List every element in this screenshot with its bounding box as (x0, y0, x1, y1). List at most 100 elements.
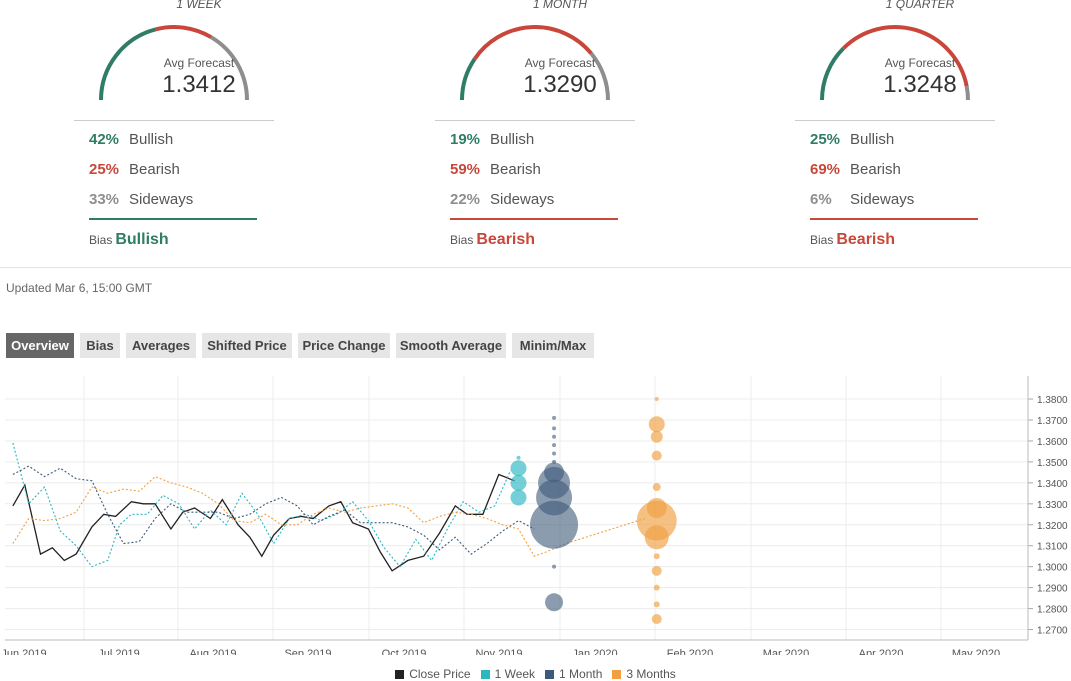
stat-label: Sideways (850, 191, 915, 208)
gauge-sideways-arc (964, 85, 971, 101)
y-tick-label: 1.3300 (1037, 500, 1068, 511)
forecast-bubble-quarter (644, 525, 669, 550)
avg-forecast-value: 1.3290 (523, 71, 597, 98)
card-divider (74, 120, 274, 121)
sentiment-gauge (99, 25, 249, 101)
bullish-row: 19% Bullish (450, 131, 534, 151)
sideways-row: 22% Sideways (450, 191, 554, 211)
forecast-bubble-quarter (648, 416, 665, 433)
bearish-row: 59% Bearish (450, 161, 541, 181)
tab-smooth-average[interactable]: Smooth Average (396, 333, 506, 358)
bias-label: Bias (450, 233, 474, 247)
y-tick-label: 1.2900 (1037, 584, 1068, 595)
series-line-close (12, 473, 515, 572)
gauge-sideways-arc (589, 52, 610, 101)
bias-value: Bearish (836, 231, 896, 248)
legend-label: 1 Week (494, 667, 536, 681)
stat-label: Sideways (490, 191, 555, 208)
gauge-bullish-arc (460, 57, 477, 101)
x-tick-label: Jun 2019 (1, 648, 46, 655)
y-tick-label: 1.3400 (1037, 479, 1068, 490)
forecast-bubble-month (530, 500, 579, 549)
bias-underline (89, 218, 257, 220)
bias-underline (450, 218, 618, 220)
x-tick-label: Oct 2019 (382, 648, 427, 655)
updated-timestamp: Updated Mar 6, 15:00 GMT (6, 281, 153, 295)
tab-bias[interactable]: Bias (80, 333, 120, 358)
gauge-bearish-arc (472, 25, 593, 61)
stat-percent: 22% (450, 191, 481, 208)
card-divider (435, 120, 635, 121)
y-tick-label: 1.3600 (1037, 437, 1068, 448)
stat-percent: 42% (89, 131, 120, 148)
forecast-bubble-week (510, 460, 527, 477)
legend-item-close[interactable]: Close Price (395, 667, 471, 681)
card-divider (795, 120, 995, 121)
x-tick-label: Sep 2019 (284, 648, 331, 655)
legend-swatch (480, 670, 490, 679)
legend-item-month[interactable]: 1 Month (545, 667, 602, 681)
bullish-row: 42% Bullish (89, 131, 173, 151)
x-tick-label: Mar 2020 (763, 648, 809, 655)
y-tick-label: 1.3100 (1037, 542, 1068, 553)
y-tick-label: 1.2800 (1037, 605, 1068, 616)
bias-underline (810, 218, 978, 220)
stat-label: Bullish (490, 131, 535, 148)
forecast-bubble-week (516, 455, 521, 460)
y-tick-label: 1.3200 (1037, 521, 1068, 532)
sentiment-gauge (460, 25, 610, 101)
legend-swatch (612, 670, 622, 679)
tab-overview[interactable]: Overview (6, 333, 74, 358)
forecast-period: 1 MONTH (533, 0, 587, 11)
forecast-bubble-week (510, 474, 527, 491)
forecast-bubble-month (552, 564, 557, 569)
tab-averages[interactable]: Averages (126, 333, 196, 358)
series-line-month (12, 465, 535, 555)
stat-percent: 25% (89, 161, 120, 178)
forecast-bubble-quarter (651, 450, 662, 461)
forecast-bubble-quarter (636, 500, 677, 541)
stat-label: Bearish (850, 161, 901, 178)
forecast-bubble-quarter (651, 565, 662, 576)
forecast-bubble-month (552, 415, 557, 420)
sideways-row: 6% Sideways (810, 191, 914, 211)
stat-label: Bearish (490, 161, 541, 178)
y-tick-label: 1.3700 (1037, 416, 1068, 427)
tab-minim-max[interactable]: Minim/Max (512, 333, 594, 358)
gauge-bullish-arc (99, 27, 157, 101)
gauge-bullish-arc (820, 46, 845, 101)
section-divider (0, 267, 1071, 268)
avg-forecast-label: Avg Forecast (524, 56, 596, 70)
forecast-bubble-week (510, 489, 527, 506)
x-tick-label: May 2020 (952, 648, 1000, 655)
stat-percent: 59% (450, 161, 481, 178)
bias-label: Bias (89, 233, 113, 247)
legend-swatch (545, 670, 555, 679)
bias-value: Bearish (476, 231, 536, 248)
forecast-bubble-month (552, 434, 557, 439)
x-tick-label: Aug 2019 (189, 648, 236, 655)
y-tick-label: 1.3800 (1037, 395, 1068, 406)
stat-label: Bullish (850, 131, 895, 148)
sentiment-gauge (820, 25, 971, 101)
forecast-bubble-quarter (651, 614, 662, 625)
tab-shifted-price[interactable]: Shifted Price (202, 333, 292, 358)
gauge-sideways-arc (210, 35, 249, 101)
x-tick-label: Jul 2019 (98, 648, 140, 655)
stat-percent: 25% (810, 131, 841, 148)
forecast-bubble-month (545, 593, 564, 612)
chart-legend: Close Price 1 Week 1 Month 3 Months (0, 667, 1071, 681)
stat-percent: 19% (450, 131, 481, 148)
bias-label: Bias (810, 233, 834, 247)
legend-item-quarter[interactable]: 3 Months (612, 667, 676, 681)
stat-label: Bullish (129, 131, 174, 148)
legend-label: Close Price (409, 667, 471, 681)
gauge-bearish-arc (155, 25, 213, 39)
stat-percent: 6% (810, 191, 832, 208)
stat-percent: 69% (810, 161, 841, 178)
legend-item-week[interactable]: 1 Week (480, 667, 536, 681)
y-tick-label: 1.3000 (1037, 563, 1068, 574)
bullish-row: 25% Bullish (810, 131, 894, 151)
bias-value: Bullish (115, 231, 169, 248)
tab-price-change[interactable]: Price Change (298, 333, 390, 358)
